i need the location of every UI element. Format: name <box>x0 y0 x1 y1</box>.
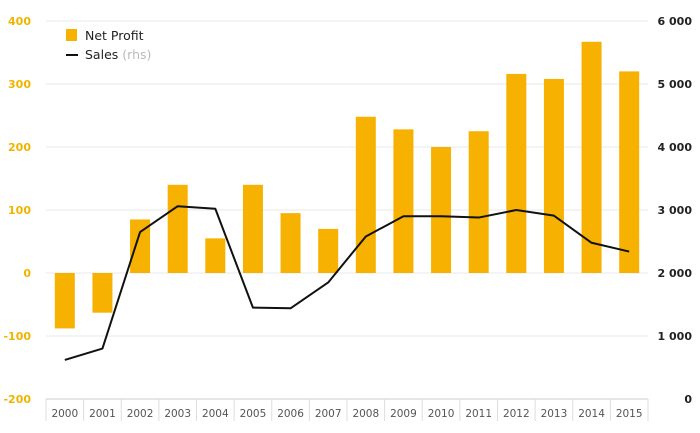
x-tick-label: 2003 <box>164 408 191 420</box>
y-right-tick-label: 6 000 <box>658 15 693 28</box>
bar-net-profit <box>130 219 151 273</box>
y-left-tick-label: 300 <box>8 78 31 91</box>
y-right-tick-label: 1 000 <box>658 330 693 343</box>
x-tick-label: 2007 <box>315 408 342 420</box>
legend: Net Profit Sales (rhs) <box>66 28 151 62</box>
x-tick-label: 2014 <box>578 408 605 420</box>
legend-label-sales-suffix: (rhs) <box>122 47 151 62</box>
bar-net-profit <box>543 78 564 274</box>
bar-net-profit <box>167 184 188 273</box>
y-left-tick-label: 100 <box>8 204 31 217</box>
sales-line-group <box>64 205 630 361</box>
bar-net-profit <box>242 184 263 273</box>
x-tick-label: 2010 <box>428 408 455 420</box>
bar-net-profit <box>506 73 527 273</box>
y-left-tick-label: -200 <box>3 393 31 406</box>
y-left-tick-label: 200 <box>8 141 31 154</box>
line-sales <box>64 205 630 361</box>
y-left-tick-label: 400 <box>8 15 31 28</box>
bar-net-profit <box>205 238 226 273</box>
x-tick-label: 2001 <box>89 408 116 420</box>
bar-net-profit <box>355 116 376 273</box>
bar-net-profit <box>92 273 113 313</box>
x-tick-label: 2008 <box>352 408 379 420</box>
x-tick-label: 2011 <box>465 408 492 420</box>
y-left-tick-label: -100 <box>3 330 31 343</box>
y-right-tick-label: 2 000 <box>658 267 693 280</box>
x-tick-label: 2015 <box>616 408 643 420</box>
axes-group: -200 -100 0 100 200 300 400 0 1 000 2 000 3 000 4 0… <box>3 15 692 421</box>
bar-net-profit <box>619 71 640 274</box>
x-tick-label: 2006 <box>277 408 304 420</box>
x-tick-label: 2005 <box>240 408 267 420</box>
x-tick-label: 2004 <box>202 408 229 420</box>
bar-net-profit <box>393 129 414 273</box>
x-tick-label: 2009 <box>390 408 417 420</box>
bar-net-profit <box>468 131 489 273</box>
x-tick-label: 2013 <box>541 408 568 420</box>
y-right-tick-label: 3 000 <box>658 204 693 217</box>
x-tick-label: 2012 <box>503 408 530 420</box>
legend-label-sales: Sales (rhs) <box>85 47 151 62</box>
y-left-tick-label: 0 <box>23 267 31 280</box>
y-right-tick-label: 5 000 <box>658 78 693 91</box>
x-tick-label: 2000 <box>51 408 78 420</box>
bars-group <box>54 41 640 329</box>
bar-net-profit <box>318 228 339 273</box>
y-right-tick-label: 0 <box>684 393 692 406</box>
bar-net-profit <box>581 41 602 273</box>
y-right-tick-label: 4 000 <box>658 141 693 154</box>
x-tick-label: 2002 <box>127 408 154 420</box>
legend-label-sales-name: Sales <box>85 47 118 62</box>
bar-net-profit <box>54 273 75 329</box>
bar-net-profit <box>280 213 301 273</box>
legend-label-net-profit: Net Profit <box>85 28 144 43</box>
bar-net-profit <box>431 147 452 273</box>
legend-swatch-net-profit <box>66 29 77 41</box>
